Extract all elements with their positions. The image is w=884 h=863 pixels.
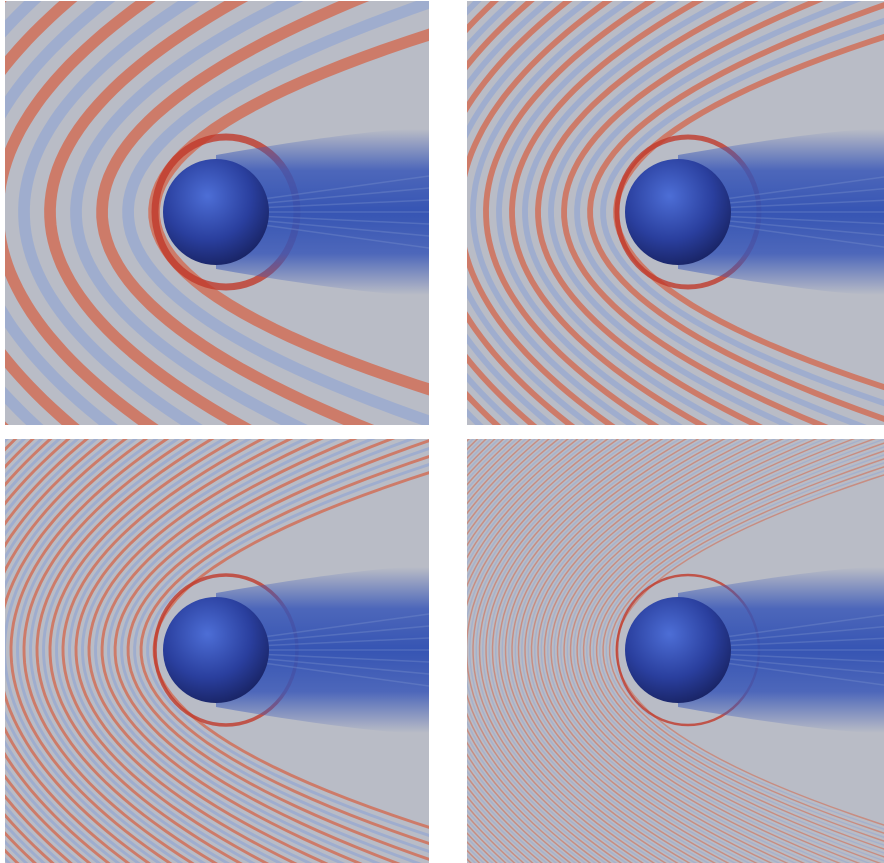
wave-fronts — [467, 439, 884, 863]
field-plot — [5, 439, 429, 863]
scattering-panel-4 — [467, 439, 884, 863]
scattering-panel-3 — [5, 439, 429, 863]
wave-fronts — [5, 439, 429, 863]
field-plot — [467, 439, 884, 863]
scatterer-sphere — [625, 159, 731, 265]
wake-shadow — [216, 567, 429, 733]
wake-shadow — [678, 567, 884, 733]
scattering-panel-1 — [5, 1, 429, 425]
field-plot — [467, 1, 884, 425]
scatterer-sphere — [163, 159, 269, 265]
wake-shadow — [216, 129, 429, 295]
wake-shadow — [678, 129, 884, 295]
scatterer-sphere — [163, 597, 269, 703]
scattering-panel-2 — [467, 1, 884, 425]
wave-fronts — [5, 1, 429, 425]
field-plot — [5, 1, 429, 425]
scatterer-sphere — [625, 597, 731, 703]
